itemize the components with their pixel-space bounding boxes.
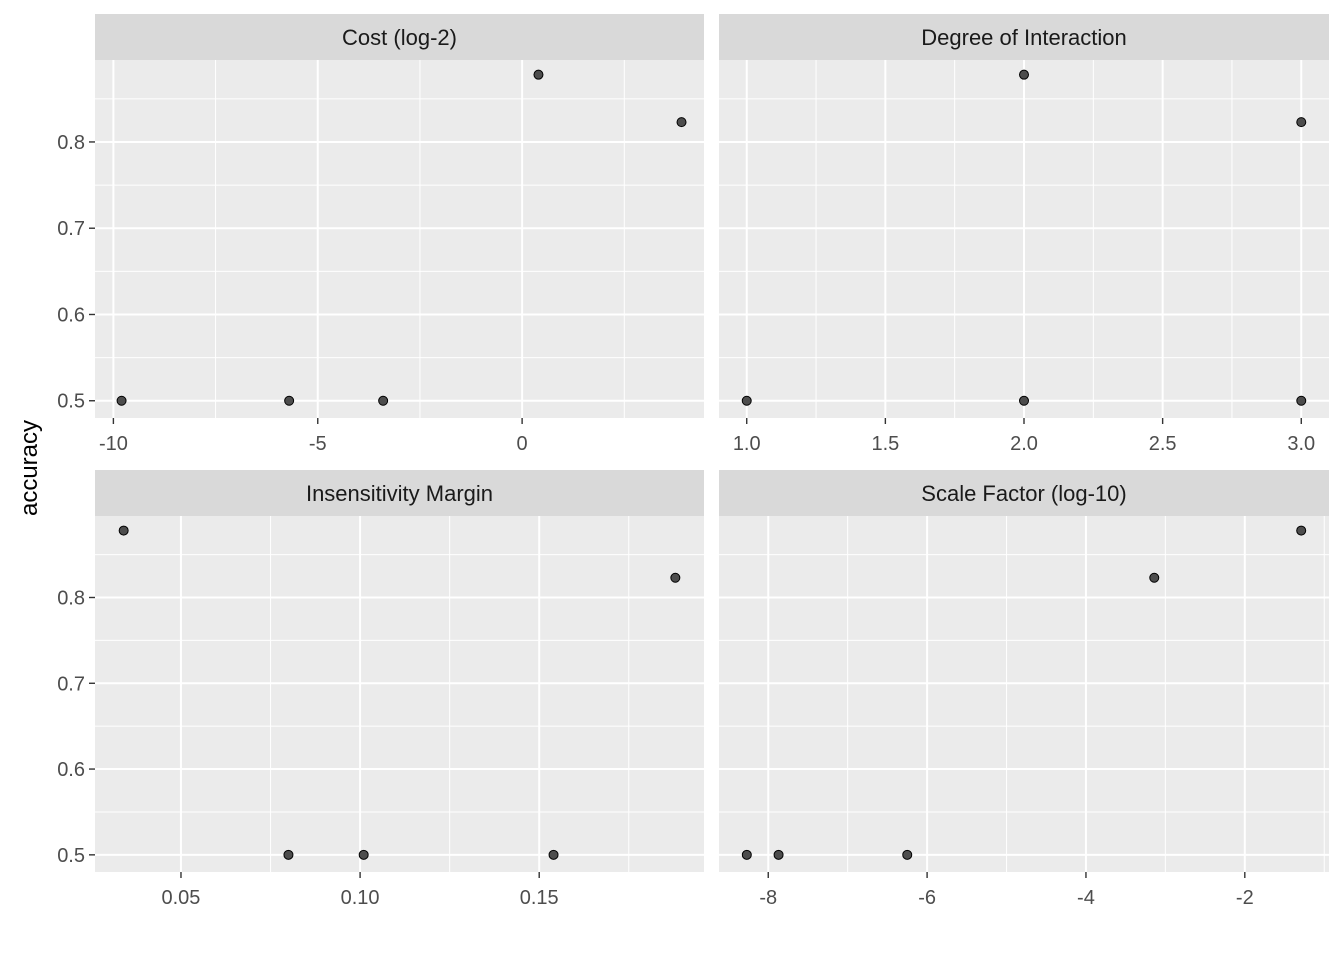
y-axis: 0.5 0.6 0.7 0.8 [57, 132, 95, 413]
panel-background [95, 60, 704, 418]
data-point [1019, 69, 1029, 80]
data-point [358, 849, 369, 860]
y-tick-label: 0.7 [57, 673, 85, 695]
x-tick-label: 2.0 [1010, 433, 1038, 455]
data-point [116, 395, 127, 406]
y-tick-label: 0.5 [57, 391, 85, 413]
panels: Cost (log-2) -10 -5 0 0.5 0.6 0.7 0.8 Degree of … [57, 14, 1329, 909]
data-point [773, 849, 784, 860]
y-tick-label: 0.8 [57, 587, 85, 609]
data-point [378, 395, 389, 406]
data-point [741, 395, 752, 406]
panel-1: Cost (log-2) -10 -5 0 0.5 0.6 0.7 0.8 [57, 14, 704, 455]
data-point [118, 525, 129, 536]
data-point [548, 849, 559, 860]
data-point [533, 69, 544, 80]
data-points [741, 69, 1307, 406]
facet-strip [95, 470, 704, 516]
y-axis-title: accuracy [16, 420, 43, 516]
data-point [1296, 117, 1307, 128]
data-point [676, 117, 687, 128]
y-tick-label: 0.8 [57, 132, 85, 154]
y-tick-label: 0.6 [57, 759, 85, 781]
data-point [1296, 395, 1307, 406]
y-tick-label: 0.7 [57, 218, 85, 240]
x-tick-label: 0.05 [162, 887, 201, 909]
panel-background [719, 516, 1329, 872]
panel-2: Degree of Interaction 1.0 1.5 2.0 2.5 3.0 [719, 14, 1329, 455]
panel-4: Scale Factor (log-10) -8 -6 -4 -2 [719, 470, 1329, 909]
facet-title: Cost (log-2) [342, 25, 457, 50]
data-points [116, 69, 687, 406]
gridlines [95, 60, 704, 418]
x-tick-label: 0.10 [341, 887, 380, 909]
y-tick-label: 0.6 [57, 304, 85, 326]
x-axis: -10 -5 0 [99, 418, 528, 455]
data-point [1296, 525, 1307, 536]
data-points [118, 525, 681, 860]
facet-strip [95, 14, 704, 60]
x-axis: -8 -6 -4 -2 [759, 872, 1254, 909]
data-point [283, 849, 294, 860]
x-axis: 1.0 1.5 2.0 2.5 3.0 [733, 418, 1315, 455]
data-point [1149, 572, 1160, 583]
x-tick-label: 0 [517, 433, 528, 455]
gridlines [95, 516, 704, 872]
x-axis: 0.05 0.10 0.15 [162, 872, 559, 909]
data-point [1019, 395, 1029, 406]
x-tick-label: 1.5 [871, 433, 899, 455]
data-points [741, 525, 1307, 860]
x-tick-label: 0.15 [520, 887, 559, 909]
y-axis: 0.5 0.6 0.7 0.8 [57, 587, 95, 867]
x-tick-label: -6 [918, 887, 936, 909]
facet-title: Insensitivity Margin [306, 481, 493, 506]
data-point [741, 849, 752, 860]
x-tick-label: 1.0 [733, 433, 761, 455]
facet-title: Scale Factor (log-10) [921, 481, 1126, 506]
data-point [284, 395, 295, 406]
panel-background [95, 516, 704, 872]
data-point [670, 572, 681, 583]
y-tick-label: 0.5 [57, 845, 85, 867]
x-tick-label: 3.0 [1287, 433, 1315, 455]
x-tick-label: -2 [1236, 887, 1254, 909]
gridlines [719, 516, 1329, 872]
x-tick-label: -8 [759, 887, 777, 909]
facet-title: Degree of Interaction [921, 25, 1126, 50]
facet-strip [719, 470, 1329, 516]
facet-strip [719, 14, 1329, 60]
x-tick-label: -4 [1077, 887, 1095, 909]
x-tick-label: 2.5 [1149, 433, 1177, 455]
x-tick-label: -10 [99, 433, 128, 455]
x-tick-label: -5 [309, 433, 327, 455]
data-point [902, 849, 913, 860]
